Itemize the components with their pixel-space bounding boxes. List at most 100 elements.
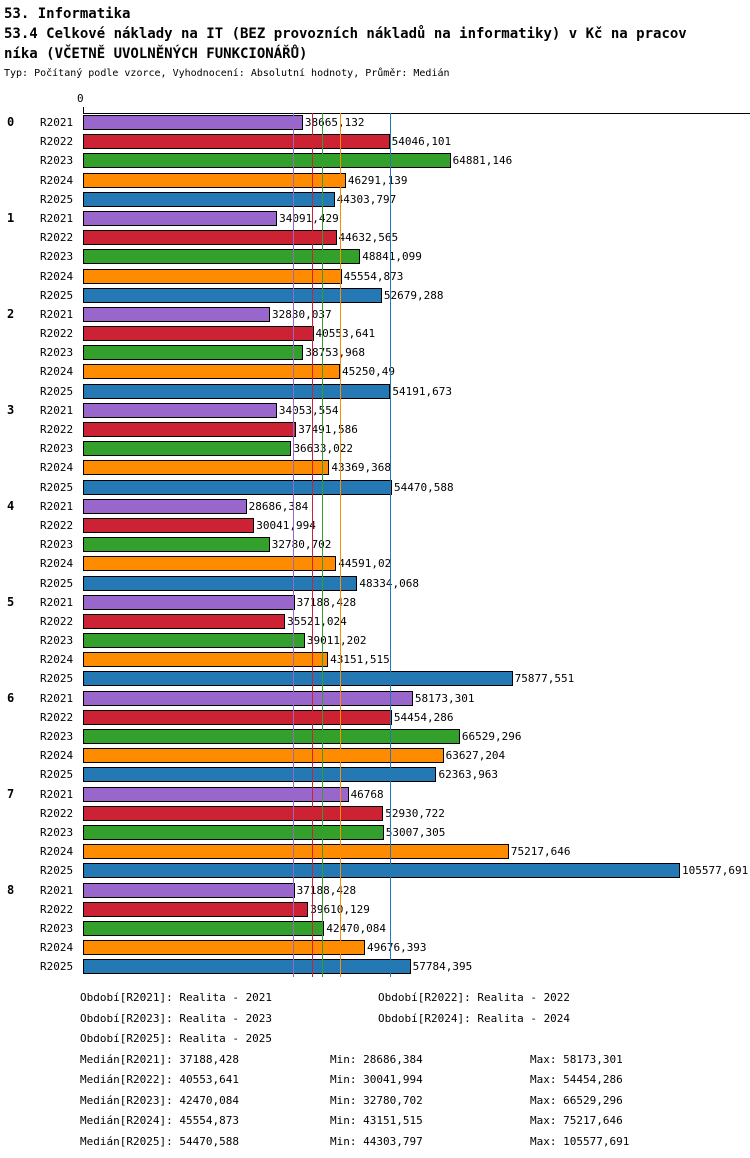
value-label: 39011,202 [306,634,367,648]
bar-row: R2023 48841,099 [0,247,750,266]
bar-row: R2024 43369,368 [0,458,750,477]
bar-r2024-group-0 [83,172,346,188]
legend-entry: Období[R2022]: Realita - 2022 [378,991,571,1004]
legend: Období[R2021]: Realita - 2021 Období[R202… [0,991,750,1053]
value-label: 44303,797 [336,192,397,206]
series-label: R2022 [40,902,74,916]
series-label: R2021 [40,211,74,225]
value-label: 32830,037 [272,307,332,321]
legend-entry: Období[R2025]: Realita - 2025 [80,1032,273,1045]
bar-r2025-group-2 [83,383,391,399]
group-label: 5 [7,594,15,609]
x-axis-zero-label: 0 [77,92,84,105]
stat-max: Max: 58173,301 [530,1052,623,1066]
bar-r2024-group-1 [83,268,342,284]
series-label: R2024 [40,749,74,763]
series-label: R2022 [40,423,74,436]
series-label: R2023 [40,921,74,935]
value-label: 43369,368 [331,461,392,475]
series-label: R2021 [40,499,74,513]
value-label: 54454,286 [393,710,454,724]
bar-r2021-group-8 [83,882,295,898]
bar-row: 3 R2021 34053,554 [0,401,750,420]
series-label: R2023 [40,346,74,360]
series-label: R2021 [40,307,74,321]
bar-r2021-group-1 [83,210,278,226]
bar-r2024-group-4 [83,556,337,572]
value-label: 37491,586 [298,423,358,436]
value-label: 54470,588 [393,480,454,494]
bar-row: R2024 63627,204 [0,746,750,765]
stat-median: Medián[R2023]: 42470,084 [80,1093,239,1107]
bar-row: R2023 64881,146 [0,151,750,170]
bar-row: 4 R2021 28686,384 [0,497,750,516]
bar-row: 6 R2021 58173,301 [0,689,750,708]
stat-max: Max: 105577,691 [530,1134,630,1148]
stat-max: Max: 54454,286 [530,1073,623,1086]
bar-row: R2024 49676,393 [0,938,750,957]
value-label: 30041,994 [256,518,316,532]
legend-entry: Období[R2023]: Realita - 2023 [80,1011,273,1025]
bar-r2023-group-2 [83,345,304,361]
bar-row: R2023 32780,702 [0,535,750,554]
stat-min: Min: 32780,702 [330,1093,423,1107]
median-line-r2025 [389,113,391,977]
stat-median: Medián[R2025]: 54470,588 [80,1134,239,1148]
value-label: 75217,646 [510,845,571,859]
bar-r2024-group-5 [83,652,329,668]
series-label: R2021 [40,595,74,609]
bar-r2025-group-8 [83,959,411,975]
bar-row: R2022 54454,286 [0,708,750,727]
bar-r2023-group-8 [83,920,325,936]
median-line-r2023 [322,113,324,977]
legend-row: Období[R2023]: Realita - 2023 Období[R202… [0,1012,750,1033]
series-label: R2025 [40,864,74,878]
stat-max: Max: 75217,646 [530,1114,623,1127]
it-costs-bar-chart: 0 R2021 38665,132 R2022 54046,101 R2023 64881,… [0,113,750,977]
stat-min: Min: 28686,384 [330,1052,423,1066]
bar-row: R2024 44591,02 [0,554,750,573]
bar-row: R2025 57784,395 [0,957,750,976]
series-label: R2021 [40,883,74,897]
chart-subtitle: Typ: Počítaný podle vzorce, Vyhodnocení:… [4,68,450,79]
stats-row: Medián[R2022]: 40553,641 Min: 30041,994 Ma… [0,1073,750,1094]
median-line-r2021 [292,113,294,977]
bar-r2022-group-7 [83,805,384,821]
bar-r2023-group-1 [83,249,361,265]
bar-r2024-group-8 [83,940,365,956]
series-label: R2025 [40,768,74,782]
series-label: R2021 [40,116,74,129]
series-label: R2022 [40,327,74,341]
bar-row: R2024 45554,873 [0,267,750,286]
value-label: 38753,968 [305,346,365,360]
stats-row: Medián[R2025]: 54470,588 Min: 44303,797 Ma… [0,1135,750,1156]
bar-row: R2022 35521,024 [0,612,750,631]
stats-row: Medián[R2024]: 45554,873 Min: 43151,515 Ma… [0,1114,750,1135]
median-line-r2024 [339,113,341,977]
bar-row: R2024 46291,139 [0,171,750,190]
x-axis-tick [83,107,84,113]
group-label: 6 [7,690,15,705]
bar-r2025-group-6 [83,767,437,783]
median-line-r2022 [311,113,313,977]
series-label: R2024 [40,845,74,859]
bar-row: 0 R2021 38665,132 [0,113,750,132]
bar-r2023-group-3 [83,441,292,457]
series-label: R2022 [40,518,74,532]
bar-r2021-group-2 [83,306,271,322]
value-label: 35521,024 [287,614,347,628]
bar-r2023-group-4 [83,537,270,553]
series-label: R2023 [40,538,74,552]
bar-row: R2023 42470,084 [0,919,750,938]
series-label: R2024 [40,941,74,955]
bar-r2025-group-7 [83,863,680,879]
value-label: 58173,301 [414,691,475,705]
value-label: 53007,305 [385,825,446,839]
stat-median: Medián[R2022]: 40553,641 [80,1073,239,1086]
series-label: R2022 [40,614,74,628]
stat-min: Min: 43151,515 [330,1114,423,1127]
bar-row: R202336633,022 [0,439,750,458]
bar-row: R2022 30041,994 [0,516,750,535]
bar-row: R2025 48334,068 [0,574,750,593]
bar-r2021-group-0 [83,115,303,130]
